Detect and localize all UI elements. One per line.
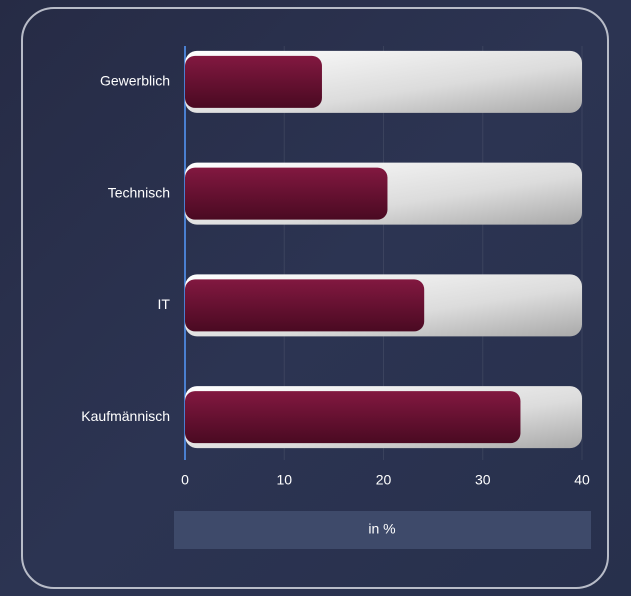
x-label-box	[174, 511, 591, 549]
x-tick-label: 40	[574, 472, 590, 488]
x-tick-label: 10	[276, 472, 292, 488]
y-tick-label: Gewerblich	[100, 73, 170, 89]
panel	[21, 7, 609, 589]
y-tick-label: Kaufmännisch	[81, 408, 170, 424]
x-axis-label: in %	[368, 521, 395, 537]
x-tick-label: 30	[475, 472, 491, 488]
y-tick-label: Technisch	[108, 184, 170, 200]
x-tick-label: 20	[376, 472, 392, 488]
bar	[185, 279, 425, 332]
bar	[185, 55, 322, 108]
bar	[185, 391, 521, 444]
bar	[185, 167, 388, 220]
y-tick-label: IT	[158, 296, 171, 312]
x-tick-label: 0	[181, 472, 189, 488]
